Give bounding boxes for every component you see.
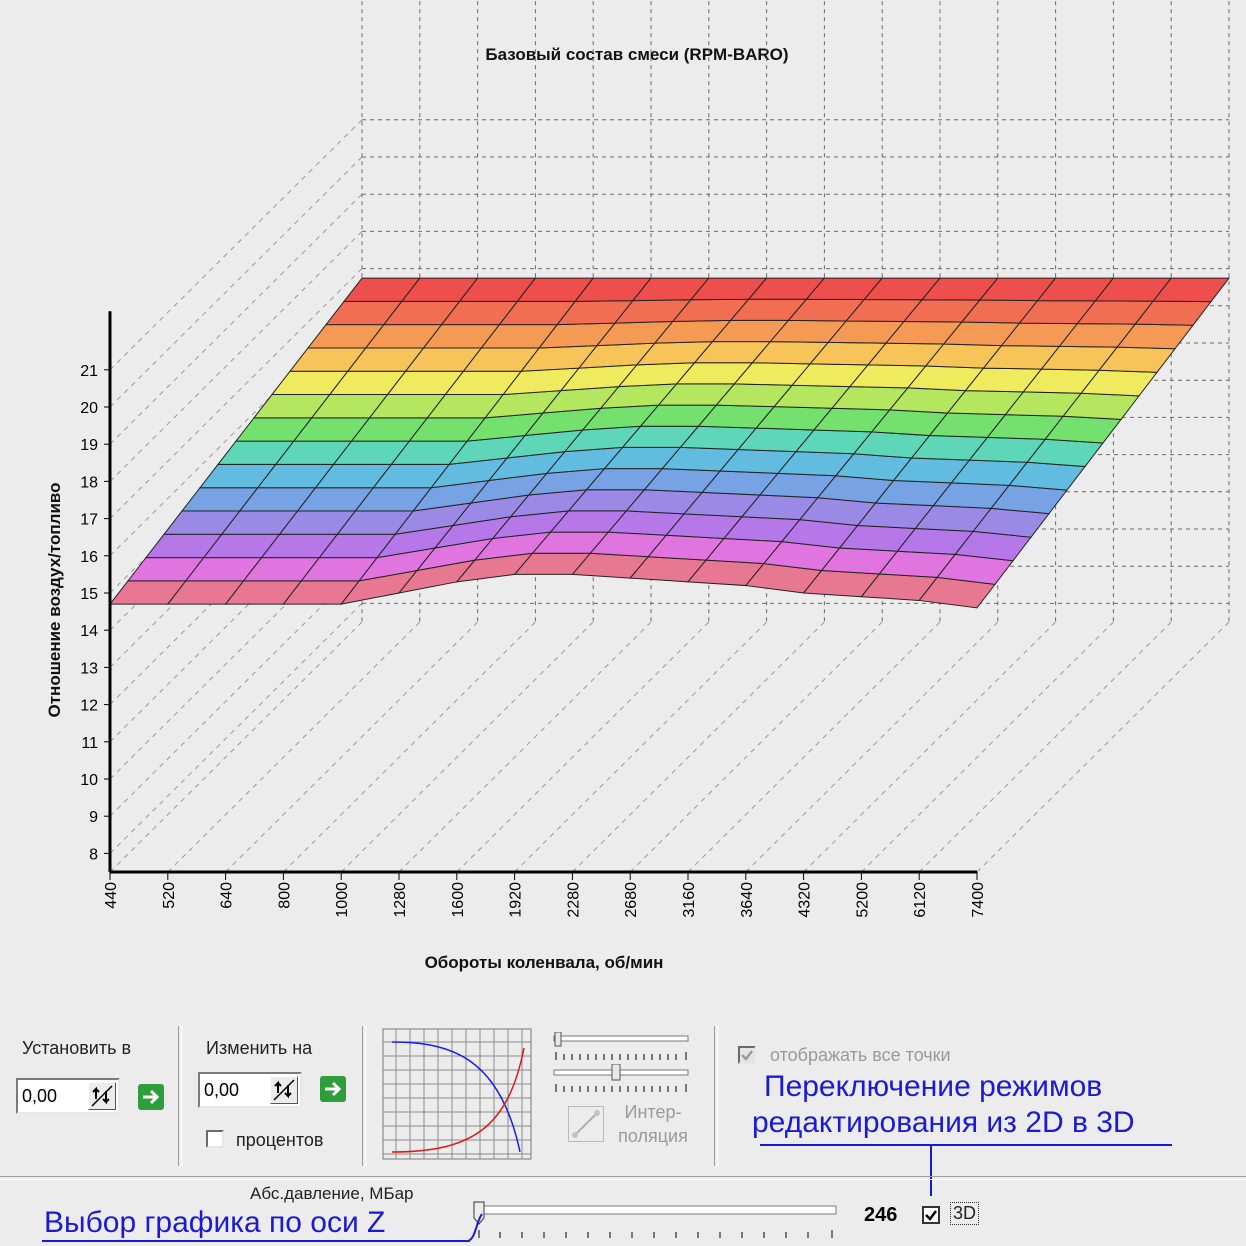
check-icon xyxy=(741,1050,753,1061)
x-tick-label: 1000 xyxy=(334,882,351,918)
x-tick-label: 6120 xyxy=(912,882,929,918)
editor-controls: Установить в 0,00 Изменить на 0,00 проце… xyxy=(0,1014,1246,1246)
y-tick-label: 12 xyxy=(80,698,98,715)
floor-gridline xyxy=(803,621,1056,873)
apply-set-button[interactable] xyxy=(138,1084,164,1110)
y-tick-label: 20 xyxy=(80,400,98,417)
y-tick-label: 15 xyxy=(80,586,98,603)
y-tick-label: 10 xyxy=(80,772,98,789)
divider xyxy=(714,1026,718,1166)
y-tick-label: 13 xyxy=(80,660,98,677)
mode-3d-checkbox[interactable] xyxy=(922,1206,940,1224)
floor-gridline xyxy=(109,621,363,873)
x-tick-label: 2680 xyxy=(623,882,640,918)
annotation-pointer-line xyxy=(467,1213,483,1242)
floor-gridline xyxy=(687,621,941,873)
z-select-annotation: Выбор графика по оси Z xyxy=(44,1206,386,1239)
divider xyxy=(178,1026,182,1166)
interpolation-slider-1[interactable] xyxy=(552,1031,692,1062)
y-tick-label: 17 xyxy=(80,512,98,529)
x-tick-label: 1280 xyxy=(392,882,409,918)
annotation-pointer-line xyxy=(930,1144,932,1196)
floor-gridline xyxy=(918,621,1172,873)
x-tick-label: 1600 xyxy=(450,882,467,918)
set-to-spinbox[interactable]: 0,00 xyxy=(16,1078,120,1114)
floor-gridline xyxy=(167,621,421,873)
surface-mesh xyxy=(108,277,1231,609)
x-tick-label: 640 xyxy=(219,882,236,909)
y-tick-label: 19 xyxy=(80,437,98,454)
y-tick-label: 11 xyxy=(81,735,98,752)
floor-gridline xyxy=(514,621,767,873)
y-tick-label: 14 xyxy=(80,623,98,640)
annotation-underline xyxy=(760,1144,1172,1146)
x-tick-label: 2280 xyxy=(565,882,582,918)
x-tick-label: 5200 xyxy=(854,882,871,918)
y-tick-label: 16 xyxy=(80,549,98,566)
arrow-right-icon xyxy=(143,1089,160,1105)
floor-gridline xyxy=(283,621,536,873)
chart-title: Базовый состав смеси (RPM-BARO) xyxy=(485,45,788,64)
side-wall-gridline xyxy=(109,603,363,854)
interpolation-curve-preview[interactable] xyxy=(382,1028,532,1160)
x-axis-label: Обороты коленвала, об/мин xyxy=(425,953,664,972)
arrow-right-icon xyxy=(325,1081,342,1097)
x-tick-label: 800 xyxy=(276,882,293,909)
set-to-value: 0,00 xyxy=(22,1086,58,1106)
x-tick-label: 7400 xyxy=(970,882,987,918)
x-tick-label: 1920 xyxy=(508,882,525,918)
annotation-underline xyxy=(42,1240,470,1242)
show-all-points-checkbox[interactable] xyxy=(738,1046,756,1064)
set-to-label: Установить в xyxy=(22,1038,132,1058)
x-tick-label: 4320 xyxy=(797,882,814,918)
mode-3d-label: 3D xyxy=(950,1202,980,1225)
divider xyxy=(362,1026,366,1166)
y-tick-label: 8 xyxy=(89,846,98,863)
surface-cell xyxy=(1152,277,1231,303)
y-tick-label: 21 xyxy=(80,363,98,380)
floor-gridline xyxy=(976,621,1230,873)
percent-checkbox[interactable] xyxy=(206,1130,224,1148)
interpolation-icon xyxy=(572,1110,600,1138)
mode-switch-annotation-2: редактирования из 2D в 3D xyxy=(752,1106,1135,1139)
z-axis-label: Абс.давление, МБар xyxy=(250,1184,414,1203)
chart-panel: Базовый состав смеси (RPM-BARO) 8 9 10 11 12… xyxy=(0,0,1246,1014)
y-tick-label: 18 xyxy=(80,474,98,491)
x-tick-label: 520 xyxy=(161,882,178,909)
surface-chart: Базовый состав смеси (RPM-BARO) 8 9 10 11 12… xyxy=(45,0,1231,972)
y-axis-label: Отношение воздух/топливо xyxy=(45,482,64,717)
curve-graph-icon xyxy=(382,1028,532,1160)
floor-gridline xyxy=(456,621,710,873)
change-by-label: Изменить на xyxy=(206,1038,313,1058)
x-tick-label: 440 xyxy=(103,882,120,909)
check-icon xyxy=(925,1210,937,1221)
floor-gridline xyxy=(340,621,594,873)
change-by-spinbox[interactable]: 0,00 xyxy=(198,1072,302,1108)
floor-gridline xyxy=(225,621,478,873)
z-axis-slider[interactable] xyxy=(470,1200,840,1240)
z-value: 246 xyxy=(864,1204,898,1226)
interpolation-label-1: Интер- xyxy=(624,1102,682,1122)
interpolation-label-2: поляция xyxy=(618,1126,688,1146)
spin-arrows-icon[interactable] xyxy=(270,1076,298,1104)
divider xyxy=(0,1176,1246,1180)
show-all-points-label: отображать все точки xyxy=(770,1045,951,1065)
floor-gridline xyxy=(745,621,999,873)
interpolation-slider-2[interactable] xyxy=(552,1063,692,1094)
mode-switch-annotation-1: Переключение режимов xyxy=(764,1070,1103,1103)
interpolation-button[interactable] xyxy=(568,1106,604,1142)
percent-label: процентов xyxy=(236,1130,324,1150)
floor-gridline xyxy=(572,621,825,873)
change-by-value: 0,00 xyxy=(204,1080,240,1100)
spin-arrows-icon[interactable] xyxy=(88,1082,116,1110)
floor-gridline xyxy=(629,621,883,873)
x-tick-label: 3640 xyxy=(739,882,756,918)
floor-gridline xyxy=(861,621,1114,873)
floor-gridline xyxy=(398,621,652,873)
apply-change-button[interactable] xyxy=(320,1076,346,1102)
x-tick-label: 3160 xyxy=(681,882,698,918)
y-tick-label: 9 xyxy=(89,809,98,826)
